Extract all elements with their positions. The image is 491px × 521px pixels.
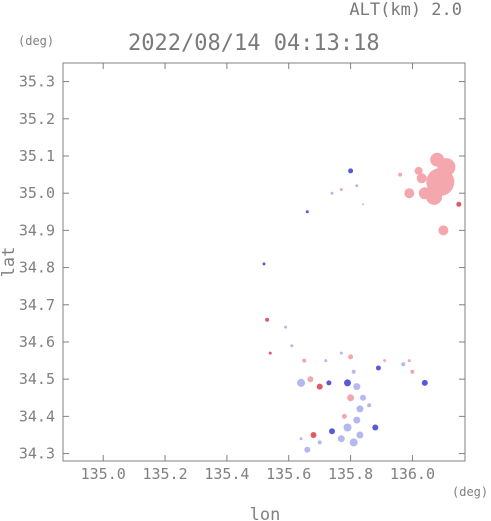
echo-point [375,365,381,371]
echo-point [302,358,307,363]
plot-frame [62,62,466,462]
echo-point [401,362,406,367]
echo-point [339,188,343,191]
echo-point [307,376,314,383]
echo-point [367,403,372,408]
echo-point [356,431,364,439]
echo-point [268,351,272,355]
echo-point [351,369,356,374]
echo-point [348,168,354,174]
echo-point [337,435,345,443]
echo-point [349,438,358,447]
echo-point [284,325,288,329]
y-tick-label: 34.7 [19,296,55,314]
echo-point [329,428,335,435]
echo-point [330,191,334,195]
echo-point [304,446,311,453]
echo-point [360,394,366,401]
echo-point [353,416,361,424]
x-tick-label: 135.4 [204,465,249,483]
y-tick-label: 35.0 [19,184,55,202]
echo-point [398,172,403,177]
echo-point [305,210,309,214]
echo-point [421,379,428,386]
x-tick-label: 136.0 [390,465,435,483]
echo-point [310,432,317,438]
y-tick-label: 35.3 [19,73,55,91]
echo-point [355,184,359,188]
echo-point [372,424,379,431]
echo-point [418,187,431,200]
y-tick-label: 34.5 [19,370,55,388]
echo-point [262,262,266,266]
x-tick-label: 135.8 [328,465,373,483]
echo-point [324,359,328,363]
chart-title: 2022/08/14 04:13:18 [128,31,380,56]
y-tick-label: 34.3 [19,445,55,463]
y-tick-label: 35.1 [19,147,55,165]
echo-point [414,166,423,175]
echo-point [456,201,462,207]
echo-point [356,405,364,413]
x-axis-unit: (deg) [452,485,488,499]
echo-point [353,383,361,391]
echo-point [404,188,415,199]
y-tick-label: 34.6 [19,333,55,351]
echo-point [348,354,354,360]
x-tick-label: 135.6 [266,465,311,483]
echo-point [341,413,347,419]
echo-point [383,359,387,363]
echo-point [343,423,352,432]
echo-point [416,173,427,184]
y-tick-label: 34.9 [19,221,55,239]
echo-point [347,394,355,402]
altitude-label: ALT(km) 2.0 [349,0,462,20]
echo-point [265,317,270,322]
echo-layer [262,152,462,453]
x-axis-label: lon [250,505,281,521]
echo-point [344,379,351,387]
echo-point [317,440,322,445]
echo-point [430,152,445,167]
echo-point [407,359,411,363]
echo-point [299,437,303,441]
y-tick-label: 34.8 [19,259,55,277]
echo-point [326,380,332,386]
echo-point [410,369,415,374]
y-axis-label: lat [0,247,19,278]
y-axis-unit: (deg) [18,34,54,48]
x-tick-label: 135.2 [142,465,187,483]
echo-point [362,203,364,206]
x-axis-ticks: 135.0 135.2 135.4 135.6 135.8 136.0 [81,63,435,483]
echo-point [316,383,323,390]
echo-point [339,351,343,355]
y-tick-label: 34.4 [19,407,55,425]
y-axis-ticks: 34.3 34.4 34.5 34.6 34.7 34.8 34.9 35.0 35.1 35.2… [19,73,465,463]
x-tick-label: 135.0 [81,465,126,483]
y-tick-label: 35.2 [19,110,55,128]
echo-point [290,344,294,348]
echo-point [438,225,449,236]
echo-point [297,378,306,387]
